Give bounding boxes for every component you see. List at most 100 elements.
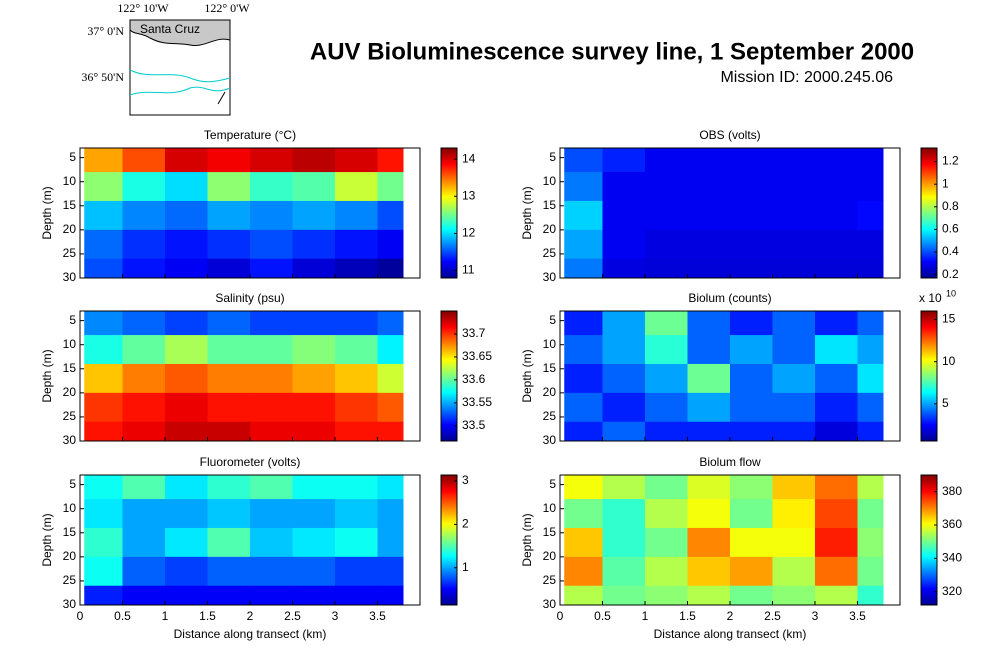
colorbar-tick-label: 0.6 xyxy=(942,222,959,236)
cell xyxy=(730,172,773,202)
cell xyxy=(564,148,603,173)
y-axis-label: Depth (m) xyxy=(40,349,54,402)
cell xyxy=(207,421,251,442)
y-tick-label: 30 xyxy=(543,270,557,284)
cell xyxy=(250,148,293,173)
cell xyxy=(335,200,378,231)
cell xyxy=(815,499,858,529)
cell xyxy=(84,229,123,260)
x-tick-label: 1 xyxy=(162,609,169,623)
y-tick-label: 5 xyxy=(69,477,76,491)
y-tick-label: 5 xyxy=(69,150,76,164)
cell xyxy=(602,172,646,202)
cell xyxy=(165,475,208,500)
cell xyxy=(687,229,731,260)
cell xyxy=(730,200,773,231)
cell xyxy=(815,556,858,587)
isobath xyxy=(129,86,231,96)
cell xyxy=(857,229,884,260)
cell xyxy=(84,421,123,442)
cell xyxy=(815,258,858,279)
cell xyxy=(165,335,208,365)
colorbar-tick-label: 13 xyxy=(462,188,476,202)
cell xyxy=(602,499,646,529)
x-tick-label: 3.5 xyxy=(849,609,866,623)
cell xyxy=(772,527,816,558)
cell xyxy=(84,363,123,394)
cell xyxy=(292,556,336,587)
y-tick-label: 20 xyxy=(543,549,557,563)
cell xyxy=(645,499,688,529)
x-tick-label: 0.5 xyxy=(594,609,611,623)
y-tick-label: 20 xyxy=(63,549,77,563)
cell xyxy=(84,556,123,587)
colorbar xyxy=(440,474,458,606)
x-tick-label: 3 xyxy=(812,609,819,623)
colorbar xyxy=(920,474,938,606)
cell xyxy=(292,229,336,260)
cell xyxy=(857,556,884,587)
cell xyxy=(292,527,336,558)
cell xyxy=(730,421,773,442)
cell xyxy=(250,499,293,529)
cell xyxy=(730,556,773,587)
cell xyxy=(857,421,884,442)
cell xyxy=(645,148,688,173)
colorbar-tick-label: 33.5 xyxy=(462,418,486,432)
map-label: Santa Cruz xyxy=(140,22,200,36)
cell xyxy=(292,392,336,423)
cell xyxy=(772,363,816,394)
cell xyxy=(815,311,858,336)
cell xyxy=(857,475,884,500)
y-axis-label: Depth (m) xyxy=(520,349,534,402)
cell xyxy=(772,421,816,442)
cell xyxy=(564,200,603,231)
cell xyxy=(250,258,293,279)
cell xyxy=(165,527,208,558)
cell xyxy=(730,527,773,558)
cell xyxy=(335,585,378,606)
cell xyxy=(377,556,404,587)
y-tick-label: 10 xyxy=(63,501,77,515)
cell xyxy=(602,421,646,442)
cell xyxy=(122,311,166,336)
cell xyxy=(122,258,166,279)
cell xyxy=(335,258,378,279)
cell xyxy=(207,556,251,587)
cell xyxy=(122,335,166,365)
y-tick-label: 5 xyxy=(549,477,556,491)
cell xyxy=(335,335,378,365)
cell xyxy=(602,527,646,558)
cell xyxy=(687,335,731,365)
y-tick-label: 20 xyxy=(63,385,77,399)
cell xyxy=(645,363,688,394)
cell xyxy=(122,200,166,231)
cell xyxy=(857,363,884,394)
cell xyxy=(645,421,688,442)
cell xyxy=(687,258,731,279)
y-tick-label: 25 xyxy=(63,573,77,587)
y-tick-label: 30 xyxy=(543,433,557,447)
cell xyxy=(250,475,293,500)
cell xyxy=(564,311,603,336)
y-tick-label: 15 xyxy=(63,525,77,539)
colorbar-tick-label: 33.6 xyxy=(462,372,486,386)
cell xyxy=(564,172,603,202)
colorbar-tick-label: 33.7 xyxy=(462,326,486,340)
y-tick-label: 5 xyxy=(549,313,556,327)
transect xyxy=(217,91,226,105)
cell xyxy=(602,229,646,260)
y-tick-label: 15 xyxy=(63,361,77,375)
y-tick-label: 15 xyxy=(543,361,557,375)
isobath xyxy=(129,69,231,83)
cell xyxy=(687,148,731,173)
y-tick-label: 10 xyxy=(543,337,557,351)
cell xyxy=(377,229,404,260)
cell xyxy=(815,527,858,558)
cell xyxy=(564,421,603,442)
cell xyxy=(687,421,731,442)
cell xyxy=(84,311,123,336)
cell xyxy=(122,585,166,606)
cell xyxy=(165,200,208,231)
cell xyxy=(122,148,166,173)
